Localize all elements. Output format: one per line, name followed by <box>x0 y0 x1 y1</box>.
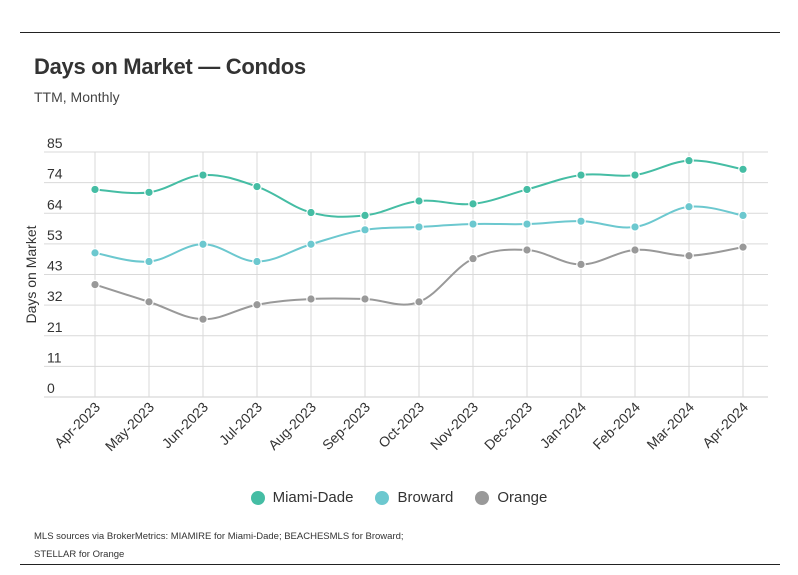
data-point-miami-dade <box>576 170 586 180</box>
y-tick-label: 74 <box>47 166 63 182</box>
data-point-broward <box>468 219 478 229</box>
x-tick-label: Feb-2024 <box>589 399 643 453</box>
top-rule <box>20 32 780 33</box>
y-tick-label: 0 <box>47 380 55 396</box>
legend-label-miami-dade: Miami-Dade <box>272 489 354 506</box>
data-point-miami-dade <box>630 170 640 180</box>
legend-item-orange: Orange <box>475 489 547 506</box>
x-tick-label: Jan-2024 <box>537 399 590 452</box>
data-point-miami-dade <box>252 181 262 192</box>
x-tick-label: Dec-2023 <box>481 399 535 453</box>
data-point-orange <box>360 294 370 304</box>
y-tick-label: 85 <box>47 135 63 151</box>
y-tick-label: 11 <box>47 349 62 365</box>
data-point-miami-dade <box>360 210 370 221</box>
data-point-orange <box>522 245 532 255</box>
data-point-miami-dade <box>144 187 154 198</box>
source-line-1: MLS sources via BrokerMetrics: MIAMIRE f… <box>34 531 404 542</box>
data-point-broward <box>198 239 208 250</box>
data-point-broward <box>414 222 424 232</box>
data-point-broward <box>630 222 640 232</box>
x-tick-label: May-2023 <box>102 399 157 454</box>
data-point-orange <box>198 314 208 324</box>
data-point-broward <box>738 210 748 221</box>
data-point-orange <box>306 294 316 304</box>
x-tick-label: Nov-2023 <box>427 399 481 453</box>
data-point-broward <box>360 225 370 235</box>
data-point-miami-dade <box>684 155 694 166</box>
data-point-miami-dade <box>306 207 316 218</box>
x-tick-label: Apr-2023 <box>51 399 103 451</box>
data-point-broward <box>306 239 316 250</box>
data-point-broward <box>90 248 100 258</box>
data-point-broward <box>252 256 262 267</box>
data-point-broward <box>576 216 586 226</box>
chart-title: Days on Market — Condos <box>34 54 306 79</box>
data-point-orange <box>252 299 262 310</box>
chart-legend: Miami-Dade Broward Orange <box>0 489 798 506</box>
y-tick-label: 43 <box>47 258 63 274</box>
data-point-orange <box>684 250 694 261</box>
x-tick-label: Aug-2023 <box>265 399 319 453</box>
data-point-orange <box>468 253 478 264</box>
data-point-miami-dade <box>90 184 100 195</box>
y-tick-label: 21 <box>47 319 63 335</box>
data-point-orange <box>576 259 586 270</box>
data-point-miami-dade <box>738 164 748 175</box>
source-line-2: STELLAR for Orange <box>34 549 125 560</box>
data-point-orange <box>738 242 748 252</box>
x-tick-label: Apr-2024 <box>699 399 751 451</box>
legend-swatch-broward <box>375 490 390 505</box>
legend-item-miami-dade: Miami-Dade <box>250 489 354 506</box>
y-tick-label: 53 <box>47 227 63 243</box>
data-point-orange <box>414 297 424 307</box>
y-axis-label: Days on Market <box>23 225 39 323</box>
y-tick-label: 64 <box>47 196 63 212</box>
legend-label-broward: Broward <box>397 489 454 506</box>
data-point-orange <box>90 279 100 290</box>
x-tick-label: Oct-2023 <box>375 399 427 451</box>
x-tick-label: Jun-2023 <box>159 399 212 452</box>
data-point-broward <box>684 201 694 212</box>
data-point-miami-dade <box>198 170 208 180</box>
data-point-broward <box>522 219 532 229</box>
data-point-broward <box>144 256 154 267</box>
x-tick-label: Sep-2023 <box>319 399 373 453</box>
x-tick-label: Mar-2024 <box>643 399 697 453</box>
source-note: MLS sources via BrokerMetrics: MIAMIRE f… <box>34 528 594 564</box>
data-point-orange <box>144 297 154 307</box>
data-point-orange <box>630 245 640 255</box>
legend-swatch-orange <box>475 490 490 505</box>
legend-item-broward: Broward <box>375 489 453 506</box>
bottom-rule <box>20 564 780 565</box>
chart-subtitle: TTM, Monthly <box>34 89 120 105</box>
legend-swatch-miami-dade <box>250 490 265 505</box>
data-point-miami-dade <box>414 196 424 206</box>
x-tick-label: Jul-2023 <box>216 399 265 448</box>
y-tick-label: 32 <box>47 288 63 304</box>
data-point-miami-dade <box>522 184 532 195</box>
data-point-miami-dade <box>468 199 478 209</box>
legend-label-orange: Orange <box>497 489 548 506</box>
